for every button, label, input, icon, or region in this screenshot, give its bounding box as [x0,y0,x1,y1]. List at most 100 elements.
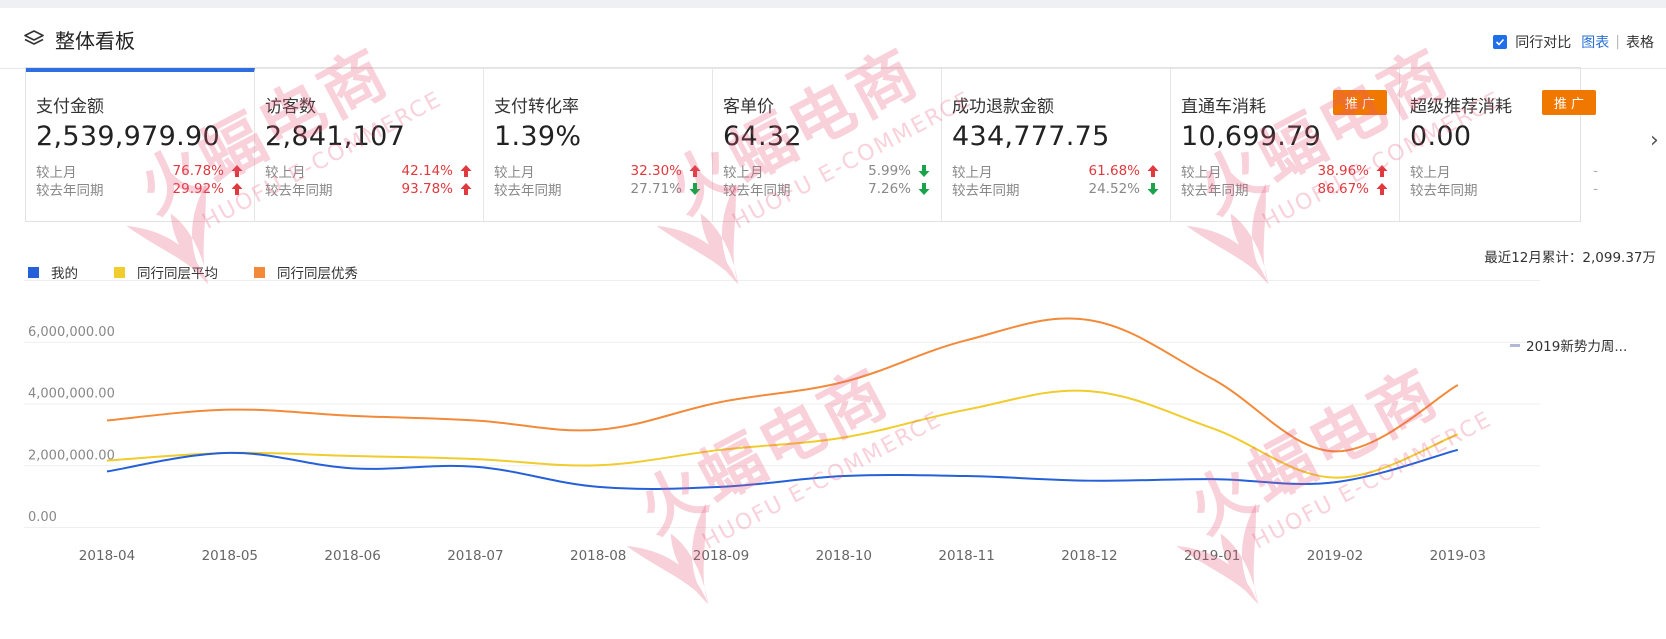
mom-value: 42.14% [373,163,453,179]
view-table-link[interactable]: 表格 [1626,32,1654,52]
metric-card[interactable]: 超级推荐消耗 0.00 较上月 - 较去年同期 - 推 广 [1400,68,1608,221]
metric-card[interactable]: 直通车消耗 10,699.79 较上月 38.96% 较去年同期 86.67% … [1171,68,1400,221]
arrow-down-icon [688,182,702,196]
arrow-up-icon [688,164,702,178]
legend-label-avg: 同行同层平均 [137,262,218,282]
panel-header: 整体看板 同行对比 图表 | 表格 [0,8,1666,69]
legend-item-best[interactable]: 同行同层优秀 [254,262,358,282]
x-tick-label: 2018-04 [79,548,135,564]
view-chart-link[interactable]: 图表 [1581,32,1609,52]
yoy-label: 较去年同期 [1410,179,1518,199]
metric-card[interactable]: 支付金额 2,539,979.90 较上月 76.78% 较去年同期 29.92… [26,68,255,221]
series-line-my[interactable] [107,450,1458,489]
arrow-up-icon [230,164,244,178]
metric-value: 434,777.75 [952,121,1160,152]
mom-value: 61.68% [1060,163,1140,179]
x-tick-label: 2018-12 [1061,548,1117,564]
y-tick-label: 2,000,000.00 [28,448,115,463]
legend-item-avg[interactable]: 同行同层平均 [114,262,218,282]
metric-label: 成功退款金额 [952,92,1160,117]
legend-swatch-best [254,267,265,278]
yoy-row: 较去年同期 93.78% [265,180,473,198]
mom-label: 较上月 [494,161,602,181]
yoy-row: 较去年同期 27.71% [494,180,702,198]
promote-button[interactable]: 推 广 [1333,90,1387,115]
mom-value: 38.96% [1289,163,1369,179]
yoy-value: 24.52% [1060,181,1140,197]
x-tick-label: 2018-05 [202,548,258,564]
arrow-up-icon [459,164,473,178]
mom-label: 较上月 [1410,161,1518,181]
metric-label: 客单价 [723,92,931,117]
legend-swatch-my [28,267,39,278]
mom-value: 5.99% [831,163,911,179]
view-separator: | [1615,34,1620,50]
mom-row: 较上月 5.99% [723,162,931,180]
metric-value: 2,539,979.90 [36,121,244,152]
mom-value: 32.30% [602,163,682,179]
peer-compare-label[interactable]: 同行对比 [1515,32,1571,52]
x-tick-label: 2018-09 [693,548,749,564]
metric-value: 2,841,107 [265,121,473,152]
arrow-down-icon [917,164,931,178]
yoy-value: 93.78% [373,181,453,197]
x-tick-label: 2018-11 [938,548,994,564]
x-tick-label: 2019-03 [1430,548,1486,564]
legend-swatch-avg [114,267,125,278]
x-tick-label: 2019-01 [1184,548,1240,564]
y-tick-label: 0.00 [28,510,57,525]
mom-row: 较上月 42.14% [265,162,473,180]
metric-card[interactable]: 成功退款金额 434,777.75 较上月 61.68% 较去年同期 24.52… [942,68,1171,221]
mom-label: 较上月 [265,161,373,181]
yoy-value: 7.26% [831,181,911,197]
yoy-row: 较去年同期 29.92% [36,180,244,198]
summary-total: 最近12月累计：2,099.37万 [1484,246,1656,266]
mom-label: 较上月 [952,161,1060,181]
checkmark-icon [1495,37,1505,47]
y-tick-label: 6,000,000.00 [28,325,115,340]
x-tick-label: 2018-07 [447,548,503,564]
yoy-label: 较去年同期 [494,179,602,199]
trend-chart: 8,000,000.006,000,000.004,000,000.002,00… [0,280,1666,580]
yoy-label: 较去年同期 [952,179,1060,199]
yoy-row: 较去年同期 - [1410,180,1598,198]
series-2019-swatch [1510,344,1520,347]
metric-card[interactable]: 访客数 2,841,107 较上月 42.14% 较去年同期 93.78% [255,68,484,221]
yoy-value: 27.71% [602,181,682,197]
arrow-down-icon [1146,182,1160,196]
x-tick-label: 2019-02 [1307,548,1363,564]
legend-label-my: 我的 [51,262,78,282]
mom-row: 较上月 38.96% [1181,162,1389,180]
metric-label: 支付转化率 [494,92,702,117]
yoy-label: 较去年同期 [1181,179,1289,199]
arrow-up-icon [230,182,244,196]
y-tick-label: 4,000,000.00 [28,387,115,402]
yoy-row: 较去年同期 86.67% [1181,180,1389,198]
yoy-value: 29.92% [144,181,224,197]
series-2019-marker[interactable]: 2019新势力周... [1510,335,1627,355]
metric-card[interactable]: 客单价 64.32 较上月 5.99% 较去年同期 7.26% [713,68,942,221]
x-tick-label: 2018-06 [324,548,380,564]
mom-label: 较上月 [1181,161,1289,181]
top-strip [0,0,1666,8]
metric-value: 64.32 [723,121,931,152]
metric-card[interactable]: 支付转化率 1.39% 较上月 32.30% 较去年同期 27.71% [484,68,713,221]
metric-label: 支付金额 [36,92,244,117]
series-2019-label: 2019新势力周... [1526,335,1627,355]
arrow-up-icon [1375,164,1389,178]
next-arrow-icon[interactable]: › [1650,128,1659,153]
yoy-row: 较去年同期 24.52% [952,180,1160,198]
chart-legend: 我的 同行同层平均 同行同层优秀 [28,262,394,282]
yoy-value: - [1518,181,1598,197]
series-line-best[interactable] [107,318,1458,451]
metric-label: 访客数 [265,92,473,117]
page-title: 整体看板 [55,25,135,54]
layers-icon [24,30,44,48]
header-controls: 同行对比 图表 | 表格 [1493,32,1654,52]
mom-value: 76.78% [144,163,224,179]
legend-item-my[interactable]: 我的 [28,262,78,282]
legend-label-best: 同行同层优秀 [277,262,358,282]
mom-label: 较上月 [723,161,831,181]
peer-compare-checkbox[interactable] [1493,35,1507,49]
promote-button[interactable]: 推 广 [1542,90,1596,115]
